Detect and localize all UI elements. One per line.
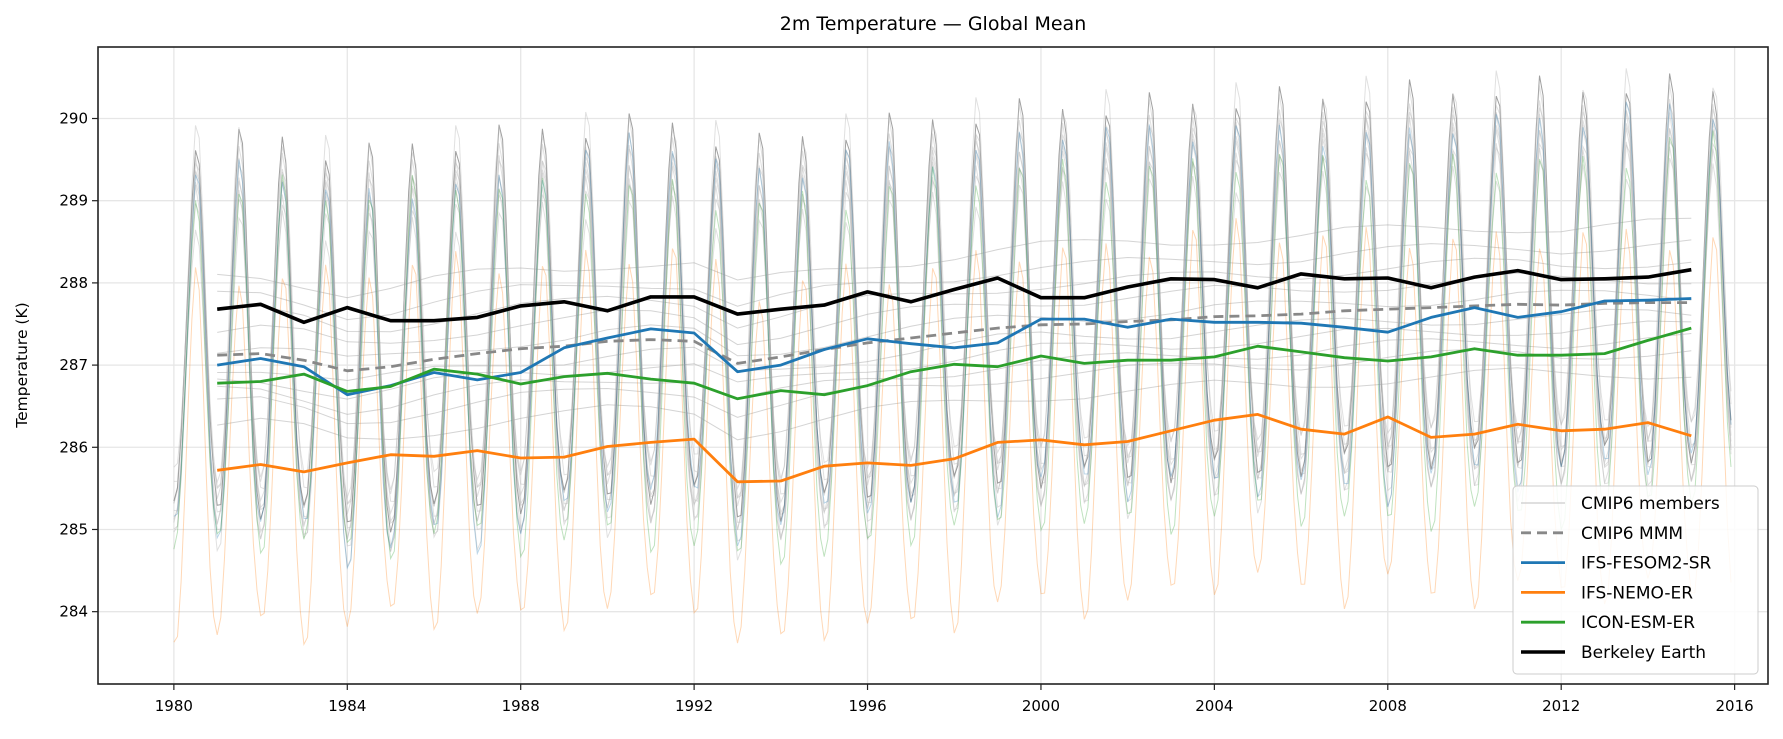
x-tick-label: 1988 <box>502 697 540 715</box>
y-tick-label: 287 <box>59 356 88 374</box>
cmip6-member-monthly-line <box>173 109 1732 569</box>
cmip6-member-annual-line <box>217 348 1692 425</box>
cmip6-member-annual-line <box>217 320 1692 400</box>
cmip6-member-annual-line <box>217 367 1692 441</box>
annual-line-ifs-nemo-er <box>217 412 1692 484</box>
y-tick-label: 284 <box>59 603 88 621</box>
cmip6-member-annual-line <box>217 308 1692 382</box>
cmip6-member-annual-line <box>217 333 1692 415</box>
monthly-line-ifs-fesom2-sr <box>173 101 1732 570</box>
x-tick-label: 1992 <box>675 697 713 715</box>
y-tick-label: 290 <box>59 110 88 128</box>
y-axis: 284 285 286 287 288 289 290 <box>59 110 98 621</box>
legend-label: Berkeley Earth <box>1581 643 1706 663</box>
x-tick-label: 2004 <box>1195 697 1233 715</box>
x-tick-label: 2008 <box>1369 697 1407 715</box>
cmip6-member-annual-line <box>217 289 1692 357</box>
cmip6-member-monthly-line <box>173 127 1732 539</box>
y-tick-label: 285 <box>59 520 88 538</box>
y-axis-label: Temperature (K) <box>13 302 31 428</box>
annual-line-berkeley-earth <box>216 267 1692 325</box>
cmip6-members <box>173 68 1732 569</box>
x-tick-label: 2012 <box>1542 697 1580 715</box>
cmip6-member-monthly-line <box>173 73 1732 533</box>
cmip6-member-annual-line <box>217 239 1692 321</box>
cmip6-member-monthly-line <box>173 68 1732 515</box>
annual-mean-lines <box>216 267 1692 484</box>
cmip6-member-monthly-line <box>173 157 1732 548</box>
annual-line-icon-esm-er <box>217 326 1692 401</box>
x-tick-label: 1996 <box>848 697 886 715</box>
legend-label: IFS-FESOM2-SR <box>1581 554 1712 574</box>
monthly-line-icon-esm-er <box>173 130 1732 566</box>
legend-label: CMIP6 MMM <box>1581 524 1683 544</box>
model-monthly-traces <box>173 101 1732 646</box>
legend-label: CMIP6 members <box>1581 494 1720 514</box>
y-tick-label: 286 <box>59 438 88 456</box>
monthly-line-ifs-nemo-er <box>173 218 1732 646</box>
cmip6-member-monthly-line <box>173 98 1732 505</box>
y-tick-label: 289 <box>59 192 88 210</box>
x-tick-label: 1984 <box>328 697 366 715</box>
annual-line-cmip6-mmm <box>217 301 1692 373</box>
cmip6-member-annual-line <box>217 217 1692 299</box>
legend-label: IFS-NEMO-ER <box>1581 583 1693 603</box>
x-tick-label: 1980 <box>155 697 193 715</box>
x-axis: 1980 1984 1988 1992 1996 2000 2004 2008 2012 2016 <box>155 684 1754 715</box>
legend-label: ICON-ESM-ER <box>1581 613 1695 633</box>
annual-line-ifs-fesom2-sr <box>216 297 1692 397</box>
x-tick-label: 2000 <box>1022 697 1060 715</box>
cmip6-member-monthly-line <box>173 128 1732 552</box>
cmip6-member-monthly-line <box>173 109 1732 540</box>
legend: CMIP6 members CMIP6 MMM IFS-FESOM2-SR IFS-N… <box>1512 485 1759 675</box>
x-tick-label: 2016 <box>1716 697 1754 715</box>
y-tick-label: 288 <box>59 274 88 292</box>
legend-box <box>1512 485 1759 675</box>
chart-title: 2m Temperature — Global Mean <box>780 13 1087 35</box>
cmip6-member-annual-line <box>217 272 1692 346</box>
